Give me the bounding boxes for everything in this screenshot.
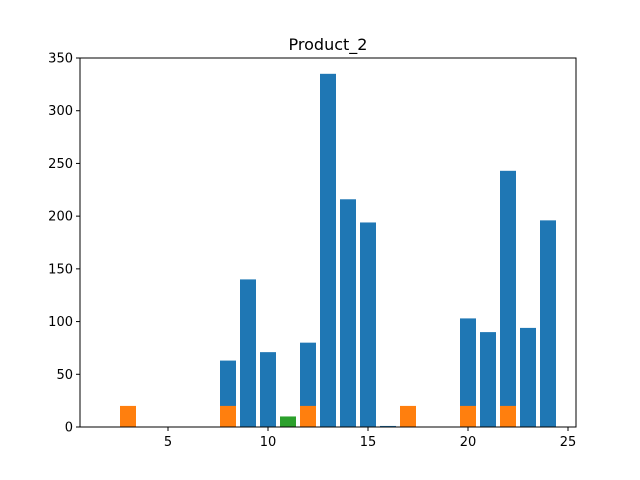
y-tick-label-300: 300 <box>48 104 73 119</box>
x-tick-label-10: 10 <box>260 435 277 450</box>
bar-s1-x20 <box>460 318 476 427</box>
bar-s1-x23 <box>520 327 536 427</box>
bar-s1-x13 <box>320 73 336 428</box>
x-tick-label-20: 20 <box>460 435 477 450</box>
bars-layer <box>120 73 556 428</box>
bar-s1-x9 <box>240 279 256 427</box>
x-tick-label-15: 15 <box>360 435 377 450</box>
bar-s2-x22 <box>500 405 516 427</box>
y-tick-label-150: 150 <box>48 262 73 277</box>
bar-s1-x21 <box>480 332 496 427</box>
bar-s2-x20 <box>460 405 476 427</box>
bar-s2-x8 <box>220 405 236 427</box>
bar-s2-x17 <box>400 405 416 427</box>
plot-frame <box>79 57 577 428</box>
x-tick-label-5: 5 <box>164 435 172 450</box>
x-tick-label-25: 25 <box>560 435 577 450</box>
y-tick-label-350: 350 <box>48 52 73 67</box>
bar-s1-x15 <box>360 222 376 427</box>
bar-s1-x14 <box>340 199 356 427</box>
chart-title: Product_2 <box>289 35 368 55</box>
bar-s2-x3 <box>120 405 136 427</box>
y-tick-label-50: 50 <box>56 368 73 383</box>
bar-s3-x11 <box>280 416 296 427</box>
bar-s1-x10 <box>260 352 276 427</box>
bar-s1-x16 <box>380 425 396 427</box>
bar-s1-x22 <box>500 170 516 427</box>
y-tick-label-200: 200 <box>48 210 73 225</box>
y-tick-label-250: 250 <box>48 157 73 172</box>
y-tick-label-100: 100 <box>48 315 73 330</box>
bar-s1-x24 <box>540 220 556 427</box>
bar-s2-x12 <box>300 405 316 427</box>
y-tick-label-0: 0 <box>65 421 73 436</box>
